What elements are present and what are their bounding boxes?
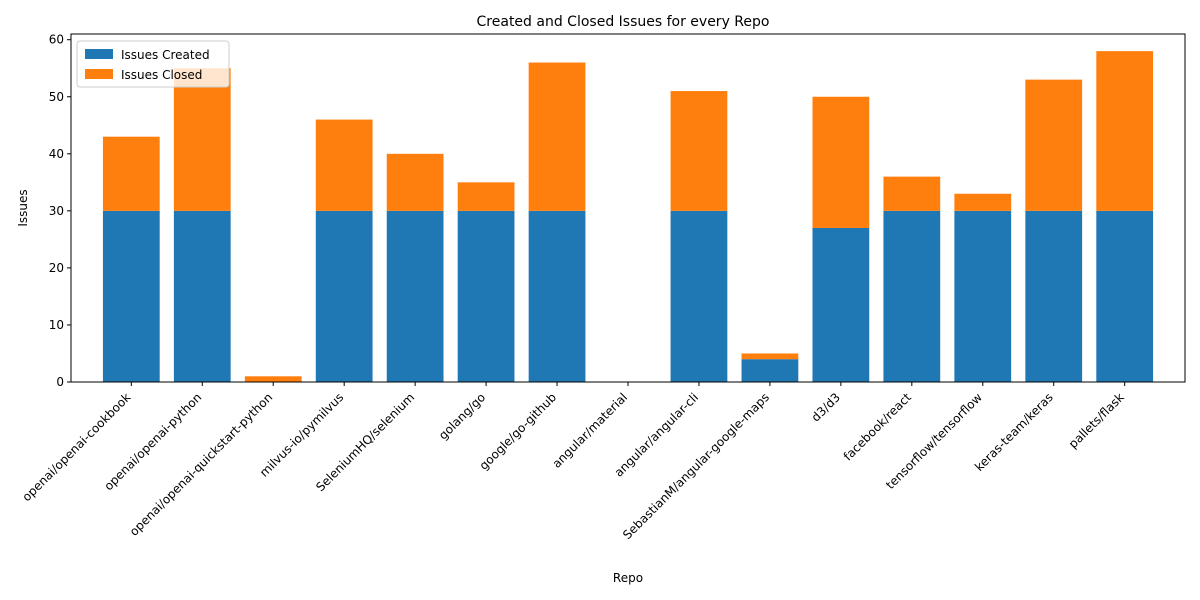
x-tick-label: facebook/react (841, 390, 914, 463)
bar-closed-13 (1025, 79, 1083, 211)
legend-label-created: Issues Created (121, 48, 210, 62)
bar-created-4 (386, 210, 444, 382)
bar-created-8 (670, 210, 728, 382)
y-tick-label: 60 (49, 33, 64, 47)
bar-created-13 (1025, 210, 1083, 382)
x-tick-label: d3/d3 (809, 390, 843, 424)
bar-closed-12 (954, 193, 1012, 211)
legend-swatch-created (85, 49, 113, 59)
legend-label-closed: Issues Closed (121, 68, 202, 82)
x-tick-label: google/go-github (477, 390, 560, 473)
bar-created-12 (954, 210, 1012, 382)
y-tick-label: 10 (49, 318, 64, 332)
y-tick-label: 30 (49, 204, 64, 218)
x-tick-label: keras-team/keras (972, 390, 1056, 474)
bar-closed-11 (883, 176, 941, 211)
bar-closed-5 (457, 182, 515, 211)
x-tick-label: SebastianM/angular-google-maps (620, 390, 772, 542)
chart-title: Created and Closed Issues for every Repo (477, 14, 770, 30)
bar-created-5 (457, 210, 515, 382)
x-axis: openai/openai-cookbookopenai/openai-pyth… (20, 382, 1127, 542)
bar-created-0 (102, 210, 160, 382)
bar-closed-8 (670, 91, 728, 211)
bar-closed-14 (1096, 51, 1154, 211)
bar-closed-10 (812, 96, 870, 228)
bar-created-6 (528, 210, 586, 382)
x-tick-label: golang/go (436, 390, 488, 442)
bar-closed-9 (741, 353, 799, 360)
x-tick-label: angular/material (550, 390, 631, 471)
bar-closed-4 (386, 153, 444, 211)
bar-created-1 (173, 210, 231, 382)
x-tick-label: openai/openai-quickstart-python (127, 390, 276, 539)
bar-created-11 (883, 210, 941, 382)
y-axis-label: Issues (16, 189, 30, 226)
bar-closed-3 (315, 119, 373, 211)
bar-closed-1 (173, 68, 231, 211)
y-tick-label: 50 (49, 90, 64, 104)
legend-box (76, 40, 230, 88)
bar-closed-6 (528, 62, 586, 211)
y-axis: 0 10 20 30 40 50 60 (49, 33, 71, 389)
legend-swatch-closed (85, 69, 113, 79)
bar-closed-0 (102, 136, 160, 211)
bar-created-14 (1096, 210, 1154, 382)
bar-created-10 (812, 227, 870, 382)
bar-created-3 (315, 210, 373, 382)
bar-closed-2 (244, 376, 302, 382)
x-tick-label: pallets/flask (1066, 390, 1127, 451)
plot-frame (70, 33, 1186, 383)
bars-layer (102, 51, 1154, 382)
y-tick-label: 20 (49, 261, 64, 275)
legend: Issues Created Issues Closed (76, 40, 230, 88)
y-tick-label: 0 (56, 375, 64, 389)
y-tick-label: 40 (49, 147, 64, 161)
x-axis-label: Repo (613, 571, 643, 585)
bar-created-9 (741, 359, 799, 382)
